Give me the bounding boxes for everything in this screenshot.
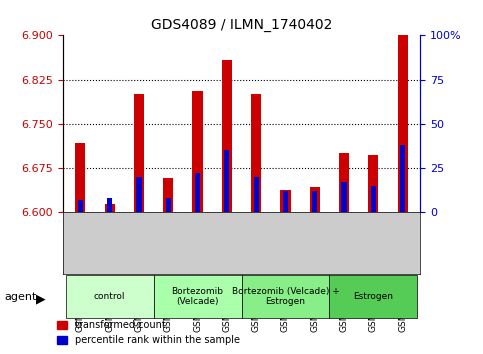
Bar xyxy=(251,95,261,212)
Bar xyxy=(136,177,142,212)
Bar xyxy=(341,182,347,212)
Bar xyxy=(224,150,229,212)
Text: control: control xyxy=(94,292,126,301)
Bar xyxy=(280,190,291,212)
Text: Estrogen: Estrogen xyxy=(354,292,393,301)
Bar xyxy=(339,153,349,212)
Bar xyxy=(283,191,288,212)
Bar xyxy=(163,178,173,212)
Text: agent: agent xyxy=(5,292,37,302)
Bar xyxy=(195,173,200,212)
Text: Bortezomib
(Velcade): Bortezomib (Velcade) xyxy=(171,287,224,306)
Bar xyxy=(400,145,405,212)
Bar xyxy=(107,198,113,212)
Bar xyxy=(368,155,379,212)
Text: GDS4089 / ILMN_1740402: GDS4089 / ILMN_1740402 xyxy=(151,18,332,32)
Bar xyxy=(312,191,317,212)
FancyBboxPatch shape xyxy=(242,275,329,318)
FancyBboxPatch shape xyxy=(154,275,242,318)
Bar xyxy=(398,35,408,212)
Bar xyxy=(134,95,144,212)
FancyBboxPatch shape xyxy=(329,275,417,318)
Bar xyxy=(78,200,83,212)
Bar xyxy=(310,187,320,212)
Bar xyxy=(222,60,232,212)
FancyBboxPatch shape xyxy=(66,275,154,318)
Bar xyxy=(75,143,85,212)
Bar xyxy=(370,186,376,212)
Bar xyxy=(192,91,203,212)
Bar xyxy=(254,177,259,212)
Bar xyxy=(104,204,115,212)
Text: Bortezomib (Velcade) +
Estrogen: Bortezomib (Velcade) + Estrogen xyxy=(231,287,340,306)
Text: ▶: ▶ xyxy=(36,293,46,306)
Bar xyxy=(166,198,171,212)
Legend: transformed count, percentile rank within the sample: transformed count, percentile rank withi… xyxy=(53,316,243,349)
